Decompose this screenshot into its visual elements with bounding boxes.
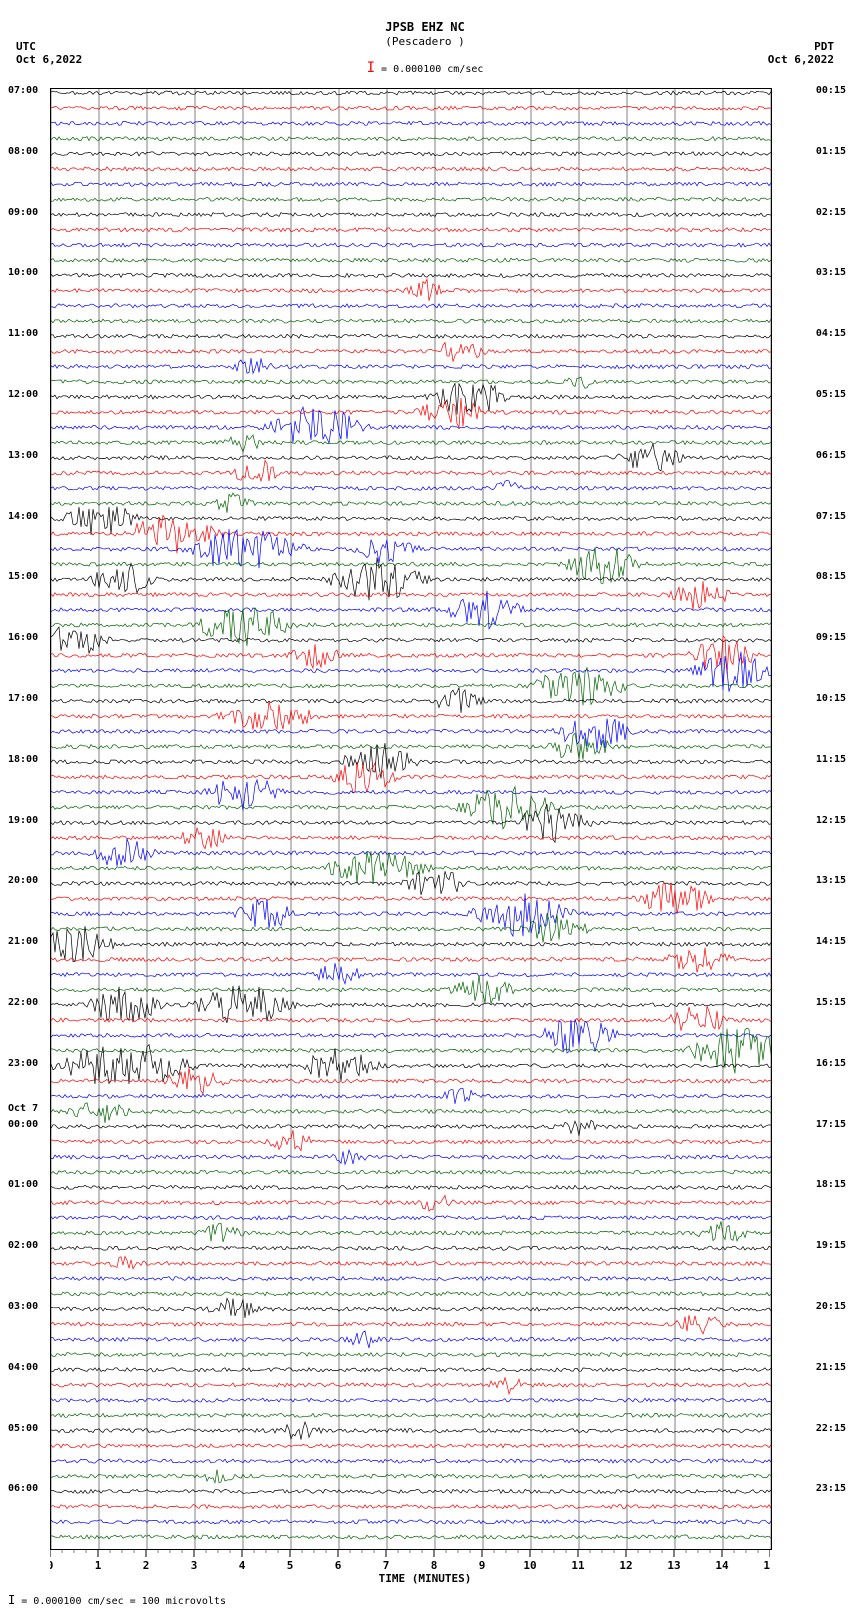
svg-text:5: 5 (287, 1559, 294, 1572)
svg-text:15: 15 (763, 1559, 770, 1572)
station-location: (Pescadero ) (0, 35, 850, 48)
svg-text:3: 3 (191, 1559, 198, 1572)
scale-indicator: I = 0.000100 cm/sec (0, 60, 850, 76)
svg-text:7: 7 (383, 1559, 390, 1572)
svg-text:2: 2 (143, 1559, 150, 1572)
footer-scale: I = 0.000100 cm/sec = 100 microvolts (8, 1593, 226, 1607)
seismogram-container: JPSB EHZ NC (Pescadero ) I = 0.000100 cm… (0, 0, 850, 1613)
svg-text:11: 11 (571, 1559, 585, 1572)
x-axis-label: TIME (MINUTES) (0, 1572, 850, 1585)
pdt-date: Oct 6,2022 (768, 53, 834, 66)
svg-text:12: 12 (619, 1559, 632, 1572)
svg-text:13: 13 (667, 1559, 680, 1572)
pdt-label: PDT (814, 40, 834, 53)
seismogram-plot (50, 88, 772, 1550)
utc-label: UTC (16, 40, 36, 53)
svg-text:9: 9 (479, 1559, 486, 1572)
svg-text:0: 0 (50, 1559, 53, 1572)
station-title: JPSB EHZ NC (0, 20, 850, 34)
seismogram-svg (51, 89, 771, 1549)
svg-text:10: 10 (523, 1559, 536, 1572)
svg-text:1: 1 (95, 1559, 102, 1572)
svg-text:8: 8 (431, 1559, 438, 1572)
svg-text:6: 6 (335, 1559, 342, 1572)
utc-date: Oct 6,2022 (16, 53, 82, 66)
svg-text:14: 14 (715, 1559, 729, 1572)
svg-text:4: 4 (239, 1559, 246, 1572)
